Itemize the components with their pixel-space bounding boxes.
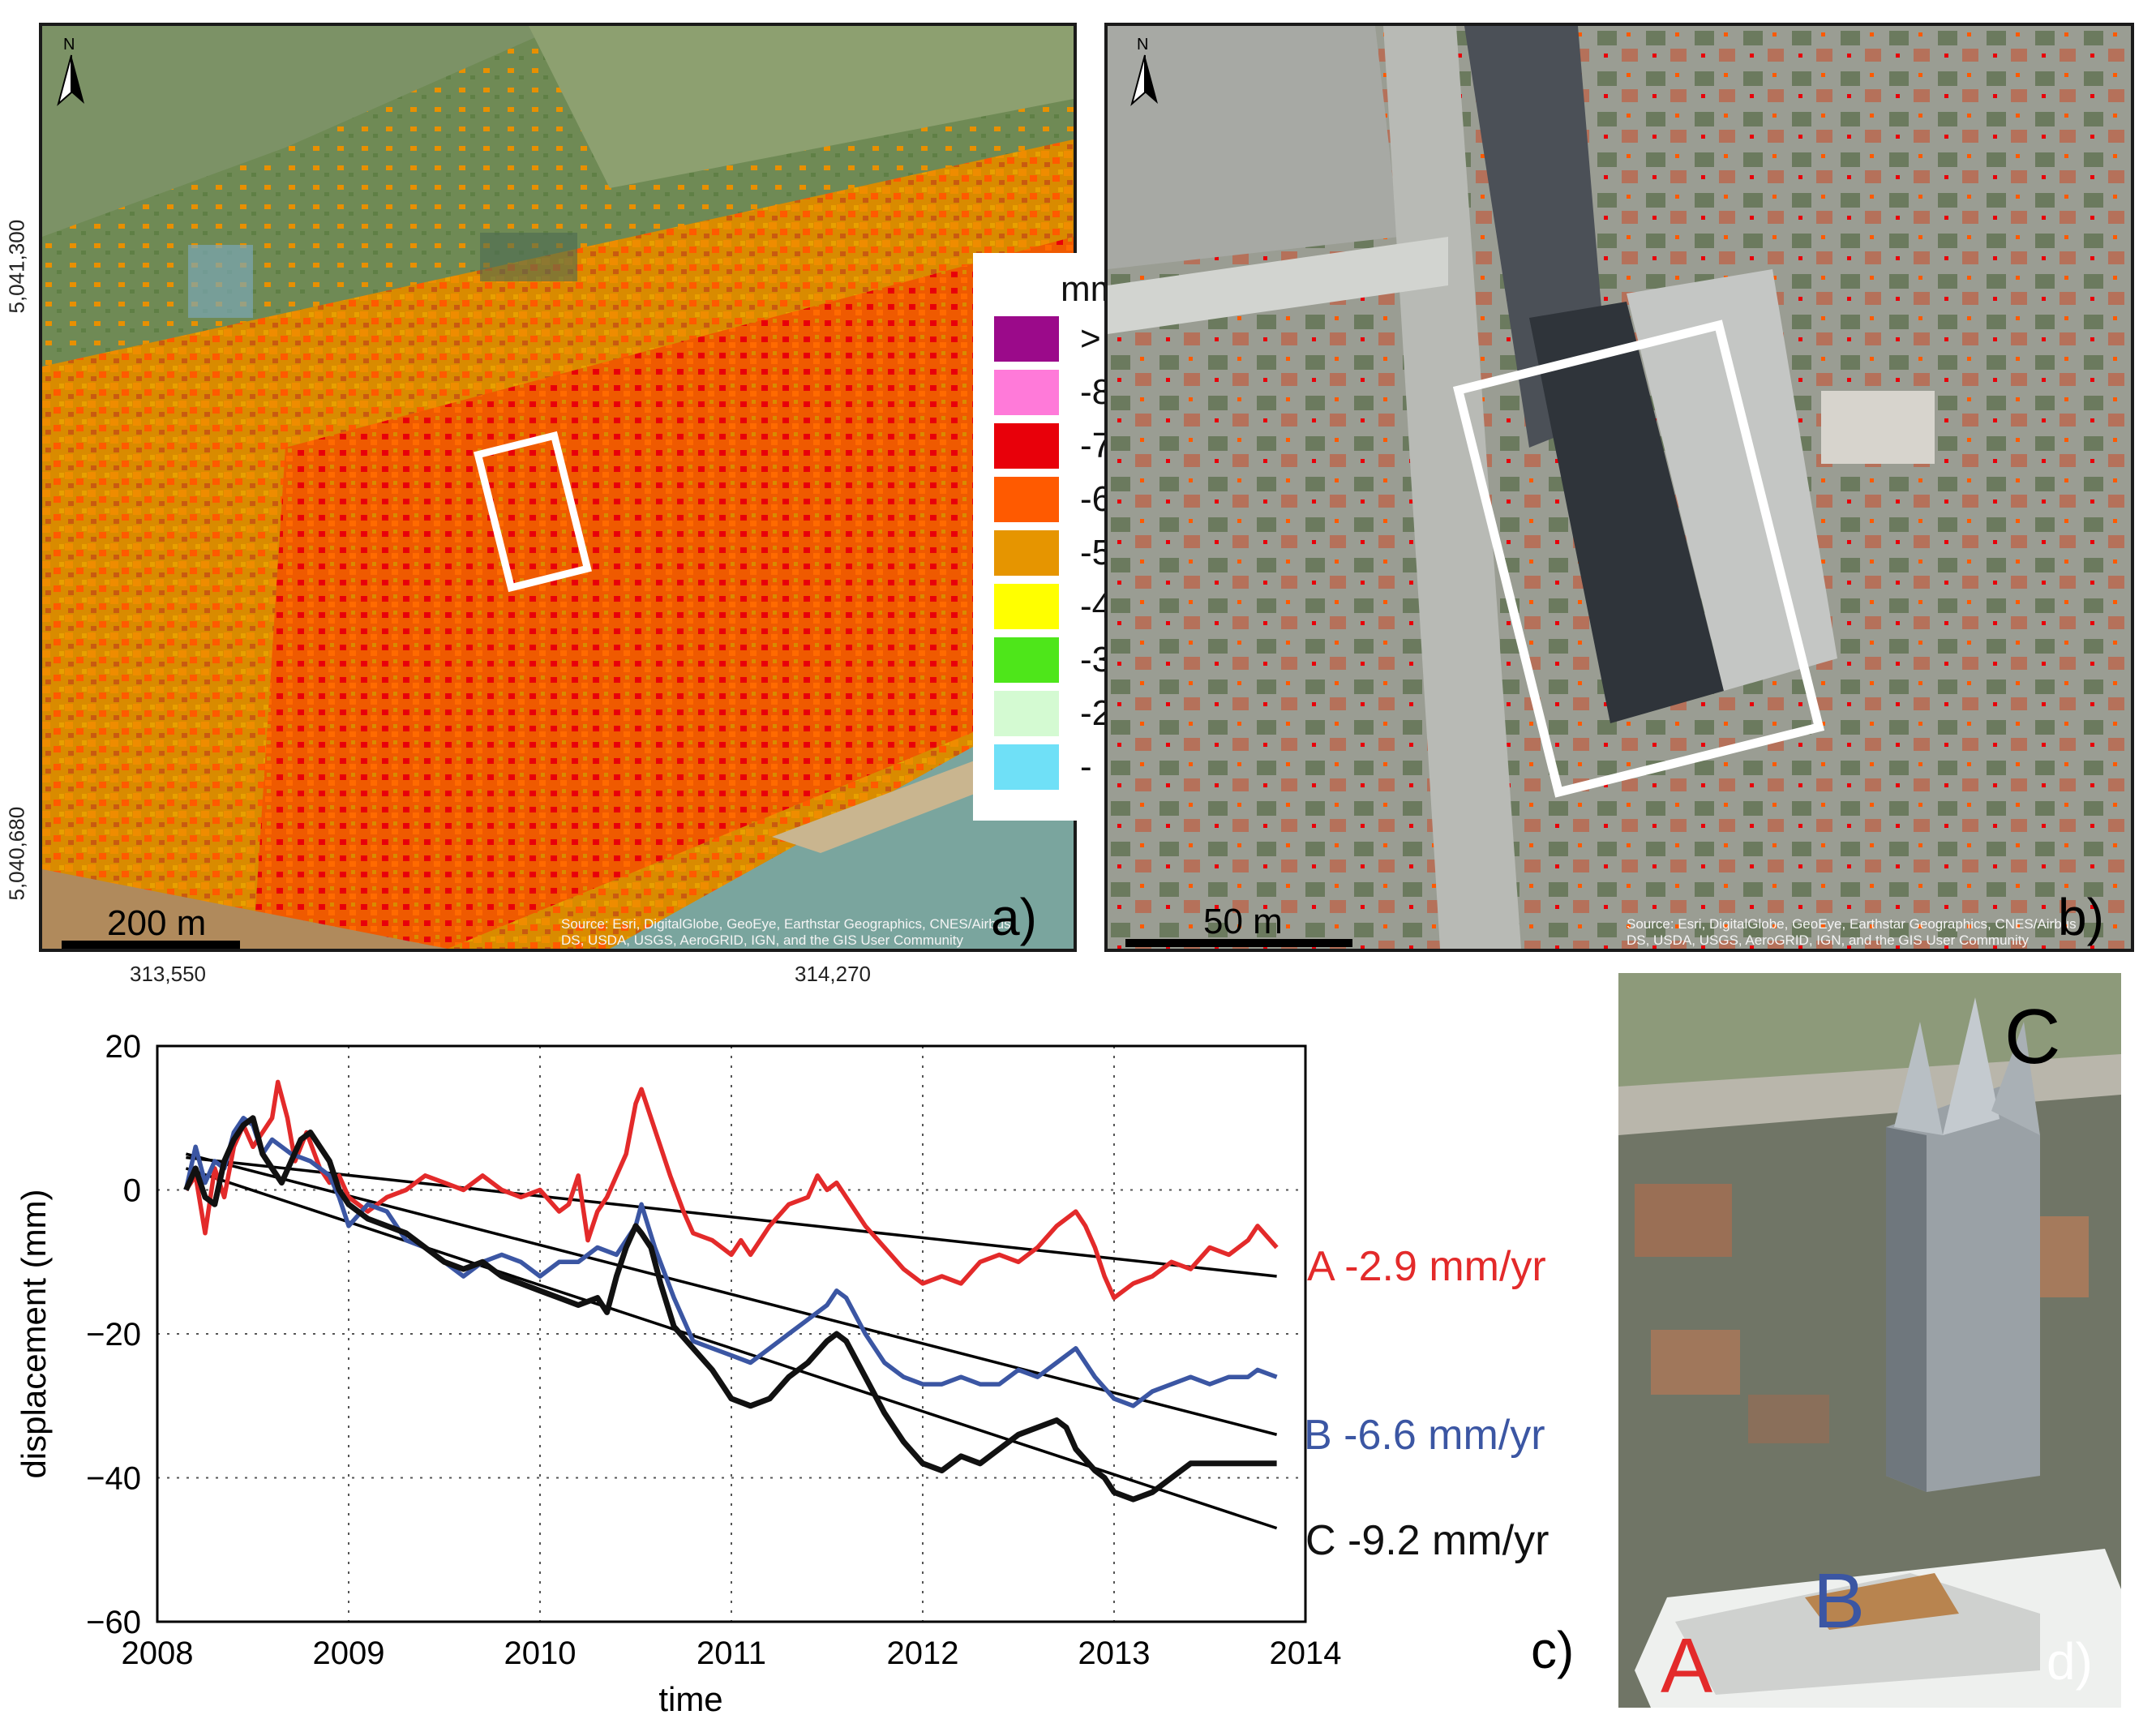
- panel-b-label: b): [2058, 888, 2104, 946]
- legend-swatch: [994, 744, 1059, 790]
- displacement-chart: 2008 2009 2010 2011 2012 2013 2014 20 0 −20 −40 −60…: [15, 1029, 1341, 1718]
- chart-axes-box: [156, 1044, 1307, 1623]
- x-axis-label: time: [658, 1680, 722, 1718]
- y-tick-label: −20: [86, 1317, 141, 1353]
- y-axis-label: displacement (mm): [15, 1189, 53, 1478]
- attribution-line-2: DS, USDA, USGS, AeroGRID, IGN, and the G…: [1627, 932, 2029, 948]
- series-a-annotation: A -2.9 mm/yr: [1307, 1243, 1546, 1290]
- panel-c-label: c): [1531, 1621, 1575, 1679]
- panel-b-map: N 50 m Source: Esri, DigitalGlobe, GeoEy…: [1104, 23, 2134, 952]
- x-tick-label: 2010: [504, 1636, 577, 1671]
- series-line-b: [183, 1116, 1278, 1408]
- panel-a-map: N 200 m Source: Esri, DigitalGlobe, GeoE…: [39, 23, 1077, 952]
- north-arrow-icon: [57, 54, 84, 106]
- panel-d-label: d): [2047, 1632, 2093, 1691]
- attribution-line-1: Source: Esri, DigitalGlobe, GeoEye, Eart…: [561, 916, 1011, 932]
- series-line-c: [183, 1115, 1277, 1503]
- scale-bar-label: 200 m: [107, 903, 207, 943]
- attribution-line-2: DS, USDA, USGS, AeroGRID, IGN, and the G…: [561, 932, 963, 948]
- y-tick-label: −60: [86, 1605, 141, 1640]
- series-b-annotation: B -6.6 mm/yr: [1304, 1412, 1545, 1459]
- point-c-label: C: [2004, 993, 2061, 1080]
- series-c-annotation: C -9.2 mm/yr: [1305, 1517, 1549, 1564]
- scale-bar-label: 50 m: [1203, 902, 1283, 941]
- north-label: N: [63, 36, 75, 54]
- y-tick-label: −40: [86, 1461, 141, 1497]
- trend-line-a: [186, 1155, 1277, 1278]
- panel-a-x-tick-2: 314,270: [795, 962, 871, 986]
- legend-swatch: [994, 584, 1059, 629]
- point-b-label: B: [1813, 1558, 1866, 1644]
- panel-b-scale-bar: 50 m: [1125, 902, 1352, 947]
- panel-a-north-arrow: N: [55, 36, 88, 109]
- panel-b-attribution: Source: Esri, DigitalGlobe, GeoEye, Eart…: [1627, 916, 2129, 949]
- legend-swatch: [994, 530, 1059, 576]
- panel-a-scale-bar: 200 m: [62, 903, 240, 949]
- x-tick-label: 2008: [122, 1636, 194, 1671]
- chart-grid: [157, 1046, 1305, 1622]
- panel-b-north-arrow: N: [1129, 36, 1161, 109]
- legend-swatch: [994, 423, 1059, 469]
- series-lines: [183, 1079, 1279, 1503]
- y-tick-label: 0: [123, 1173, 141, 1209]
- legend-swatch: [994, 691, 1059, 736]
- panel-a-aerial-image: [42, 26, 1074, 949]
- trend-line-b: [185, 1152, 1278, 1436]
- scale-bar-line: [62, 941, 240, 949]
- legend-swatch: [994, 370, 1059, 415]
- trend-lines: [185, 1152, 1278, 1530]
- legend-swatch: [994, 637, 1059, 683]
- tower-photo: [1618, 973, 2121, 1708]
- panel-a-y-tick-2: 5,040,680: [4, 806, 29, 901]
- point-a-label: A: [1661, 1623, 1713, 1708]
- scale-bar-line: [1125, 939, 1352, 947]
- panel-a-x-tick-1: 313,550: [130, 962, 206, 986]
- panel-d-photo: C B A d): [1618, 973, 2121, 1708]
- x-tick-label: 2013: [1078, 1636, 1151, 1671]
- chart-ticks: 2008 2009 2010 2011 2012 2013 2014 20 0 −20 −40 −60: [86, 1029, 1341, 1671]
- legend-swatch: [994, 477, 1059, 522]
- north-label: N: [1137, 36, 1149, 54]
- x-tick-label: 2012: [887, 1636, 959, 1671]
- panel-a-attribution: Source: Esri, DigitalGlobe, GeoEye, Eart…: [561, 916, 1064, 949]
- legend-swatch: [994, 316, 1059, 362]
- y-tick-label: 20: [105, 1029, 142, 1065]
- x-tick-label: 2011: [697, 1636, 766, 1671]
- x-tick-label: 2009: [313, 1636, 385, 1671]
- panel-b-aerial-image: [1108, 26, 2131, 949]
- panel-a-label: a): [991, 888, 1037, 946]
- north-arrow-icon: [1130, 54, 1158, 106]
- panel-a-y-tick-1: 5,041,300: [4, 219, 29, 314]
- x-tick-label: 2014: [1270, 1636, 1342, 1671]
- attribution-line-1: Source: Esri, DigitalGlobe, GeoEye, Eart…: [1627, 916, 2077, 932]
